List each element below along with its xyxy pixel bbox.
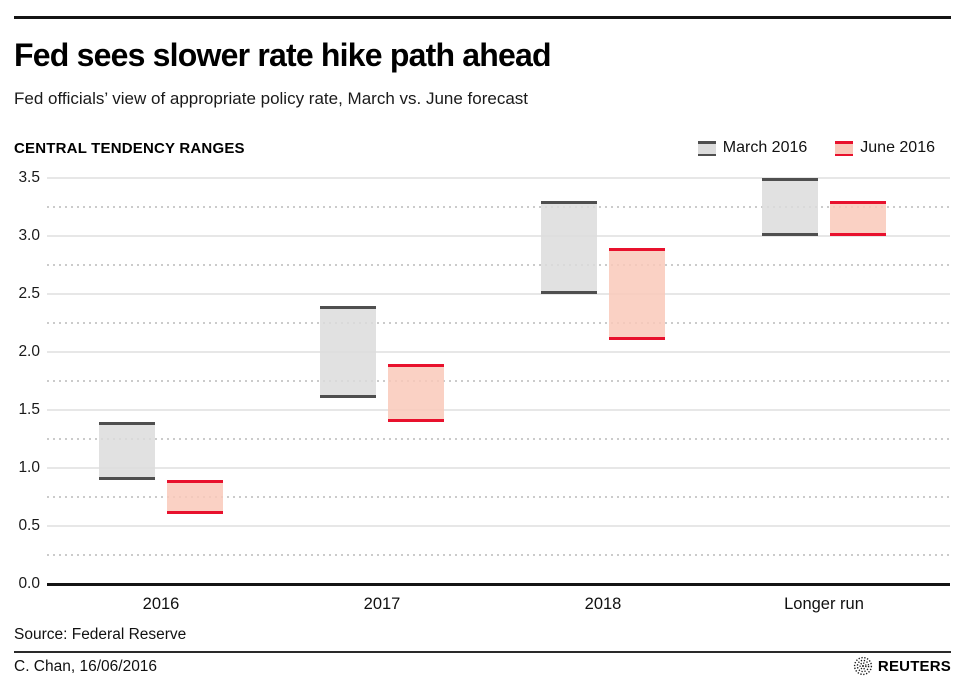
range-bar-march-2016-2017 [320, 305, 376, 399]
legend-swatch-march-icon [697, 140, 716, 156]
page-subtitle: Fed officials’ view of appropriate polic… [14, 89, 529, 108]
legend-swatch-june-icon [835, 140, 854, 156]
chart-section-label: CENTRAL TENDENCY RANGES [14, 140, 245, 157]
range-bar-march-2016-longer-run [762, 178, 818, 236]
legend-item-june: June 2016 [835, 139, 935, 157]
legend-item-march: March 2016 [697, 139, 808, 157]
range-bar-march-2016-2018 [541, 201, 597, 294]
x-category-label: 2017 [363, 595, 401, 613]
reuters-wordmark: REUTERS [877, 657, 951, 675]
minor-gridline [47, 380, 950, 382]
range-chart: 0.0 0.5 1.0 1.5 2.0 2.5 3.0 3.5 2016 2017 2018 Long… [0, 169, 966, 630]
range-bar-march-2016-2016 [99, 421, 155, 480]
reuters-logo: REUTERS [853, 656, 951, 676]
page-title: Fed sees slower rate hike path ahead [14, 37, 552, 73]
x-category-label: 2016 [142, 595, 180, 613]
y-tick-label: 3.5 [18, 169, 40, 186]
legend-label-march: March 2016 [722, 139, 808, 156]
major-gridline [47, 177, 950, 179]
y-tick-label: 0.5 [18, 517, 40, 534]
range-bar-june-2016-2016 [167, 479, 223, 515]
y-tick-label: 2.5 [18, 285, 40, 302]
top-rule [14, 16, 951, 19]
source-note: Source: Federal Reserve [14, 626, 187, 643]
major-gridline [47, 409, 950, 411]
range-bar-june-2016-2018 [609, 247, 665, 341]
major-gridline [47, 467, 950, 469]
minor-gridline [47, 322, 950, 324]
x-axis-baseline [47, 583, 950, 586]
y-tick-label: 2.0 [18, 343, 40, 360]
credit-line: C. Chan, 16/06/2016 [14, 658, 158, 675]
minor-gridline [47, 496, 950, 498]
minor-gridline [47, 554, 950, 556]
reuters-orb-icon [853, 656, 873, 676]
footer-rule [14, 651, 951, 653]
minor-gridline [47, 438, 950, 440]
legend-label-june: June 2016 [860, 139, 935, 156]
x-category-label: 2018 [584, 595, 622, 613]
major-gridline [47, 525, 950, 527]
y-tick-label: 1.0 [18, 459, 40, 476]
range-bar-june-2016-2017 [388, 363, 444, 422]
major-gridline [47, 351, 950, 353]
y-tick-label: 0.0 [18, 575, 40, 592]
y-tick-label: 3.0 [18, 227, 40, 244]
range-bar-june-2016-longer-run [830, 201, 886, 236]
major-gridline [47, 293, 950, 295]
y-tick-label: 1.5 [18, 401, 40, 418]
x-category-label: Longer run [784, 595, 864, 613]
minor-gridline [47, 264, 950, 266]
chart-legend: March 2016 June 2016 [697, 139, 935, 157]
minor-gridline [47, 206, 950, 208]
major-gridline [47, 235, 950, 237]
